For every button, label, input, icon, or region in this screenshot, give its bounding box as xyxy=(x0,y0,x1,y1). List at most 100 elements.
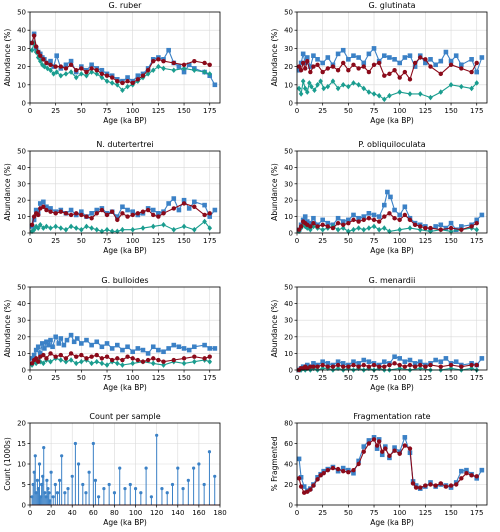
data-point xyxy=(192,67,197,74)
data-point xyxy=(118,466,122,470)
data-point xyxy=(150,207,156,213)
data-point xyxy=(140,73,146,78)
y-tick-label: 50 xyxy=(17,9,26,17)
x-tick-label: 150 xyxy=(177,237,190,245)
data-point xyxy=(308,364,313,369)
data-point xyxy=(161,211,166,216)
data-point xyxy=(423,364,428,369)
data-point xyxy=(366,211,372,216)
data-point xyxy=(443,225,449,231)
data-point xyxy=(361,214,367,219)
data-point xyxy=(325,467,331,473)
data-point xyxy=(130,360,136,367)
data-point xyxy=(29,228,35,235)
data-point xyxy=(371,362,377,368)
data-point xyxy=(356,66,361,71)
data-point xyxy=(125,75,130,80)
x-axis-label: Age (ka BP) xyxy=(370,383,414,392)
data-point xyxy=(371,212,377,218)
data-point xyxy=(303,66,308,71)
data-point xyxy=(151,212,156,218)
data-point xyxy=(89,225,94,231)
data-point xyxy=(115,78,120,84)
data-point xyxy=(438,359,444,364)
data-point xyxy=(207,214,213,219)
data-point xyxy=(407,225,413,231)
data-point xyxy=(361,64,366,69)
data-point xyxy=(459,227,464,232)
data-point xyxy=(397,212,403,218)
y-tick-label: 10 xyxy=(17,213,26,221)
data-point xyxy=(156,214,161,219)
data-point xyxy=(412,361,418,366)
data-point xyxy=(130,226,136,233)
data-point xyxy=(315,477,320,482)
chart-g-ruber: 0 25 50 75 100 125 150 175 0 10 20 30 40 50 G. ruber Ag… xyxy=(3,1,221,125)
y-axis-label: Count (1000s) xyxy=(3,437,12,491)
data-point xyxy=(171,196,177,201)
data-point xyxy=(36,487,41,491)
data-point xyxy=(459,83,464,90)
data-point xyxy=(397,226,403,233)
data-point xyxy=(300,78,306,84)
data-point xyxy=(44,204,49,210)
data-point xyxy=(135,211,141,216)
data-point xyxy=(79,212,84,218)
data-point xyxy=(448,62,454,67)
x-tick-label: 0 xyxy=(295,509,299,517)
data-point xyxy=(351,467,356,473)
data-point xyxy=(84,223,89,230)
data-point xyxy=(341,364,346,369)
data-point xyxy=(474,220,479,226)
data-point xyxy=(402,435,408,440)
data-point xyxy=(84,69,89,75)
data-point xyxy=(68,351,74,356)
data-point xyxy=(44,356,49,361)
y-tick-label: 0 xyxy=(289,367,293,375)
data-point xyxy=(181,223,187,230)
x-tick-label: 125 xyxy=(419,237,432,245)
data-point xyxy=(315,62,320,67)
data-point xyxy=(320,362,325,368)
data-point xyxy=(79,358,84,365)
data-point xyxy=(301,484,307,489)
data-point xyxy=(202,212,207,218)
data-point xyxy=(31,33,37,38)
data-point xyxy=(418,485,423,490)
data-point xyxy=(307,80,312,86)
data-point xyxy=(29,40,35,46)
y-axis-label: Abundance (%) xyxy=(270,29,279,87)
data-point xyxy=(356,82,361,88)
data-point xyxy=(308,226,313,233)
x-tick-label: 175 xyxy=(470,374,483,382)
data-point xyxy=(418,224,423,229)
data-point xyxy=(412,364,418,369)
data-point xyxy=(89,66,94,71)
x-tick-label: 75 xyxy=(370,374,379,382)
x-tick-label: 100 xyxy=(393,107,406,115)
data-point xyxy=(176,207,182,213)
data-point xyxy=(418,362,423,368)
data-point xyxy=(402,359,408,364)
data-point xyxy=(325,66,331,71)
data-point xyxy=(366,441,372,446)
data-point xyxy=(433,224,438,229)
data-point xyxy=(407,446,413,451)
series-1 xyxy=(29,218,213,235)
data-point xyxy=(63,358,69,365)
data-point xyxy=(330,225,336,231)
data-point xyxy=(387,228,392,235)
data-point xyxy=(376,214,382,219)
data-point xyxy=(48,58,53,64)
data-point xyxy=(366,69,372,75)
data-point xyxy=(202,218,207,225)
data-point xyxy=(417,226,423,233)
data-point xyxy=(79,352,84,358)
y-tick-label: 15 xyxy=(17,440,26,448)
data-point xyxy=(171,60,176,66)
data-point xyxy=(51,495,55,499)
data-point xyxy=(376,92,382,99)
data-point xyxy=(68,62,74,67)
data-point xyxy=(37,58,43,64)
data-point xyxy=(407,53,413,58)
